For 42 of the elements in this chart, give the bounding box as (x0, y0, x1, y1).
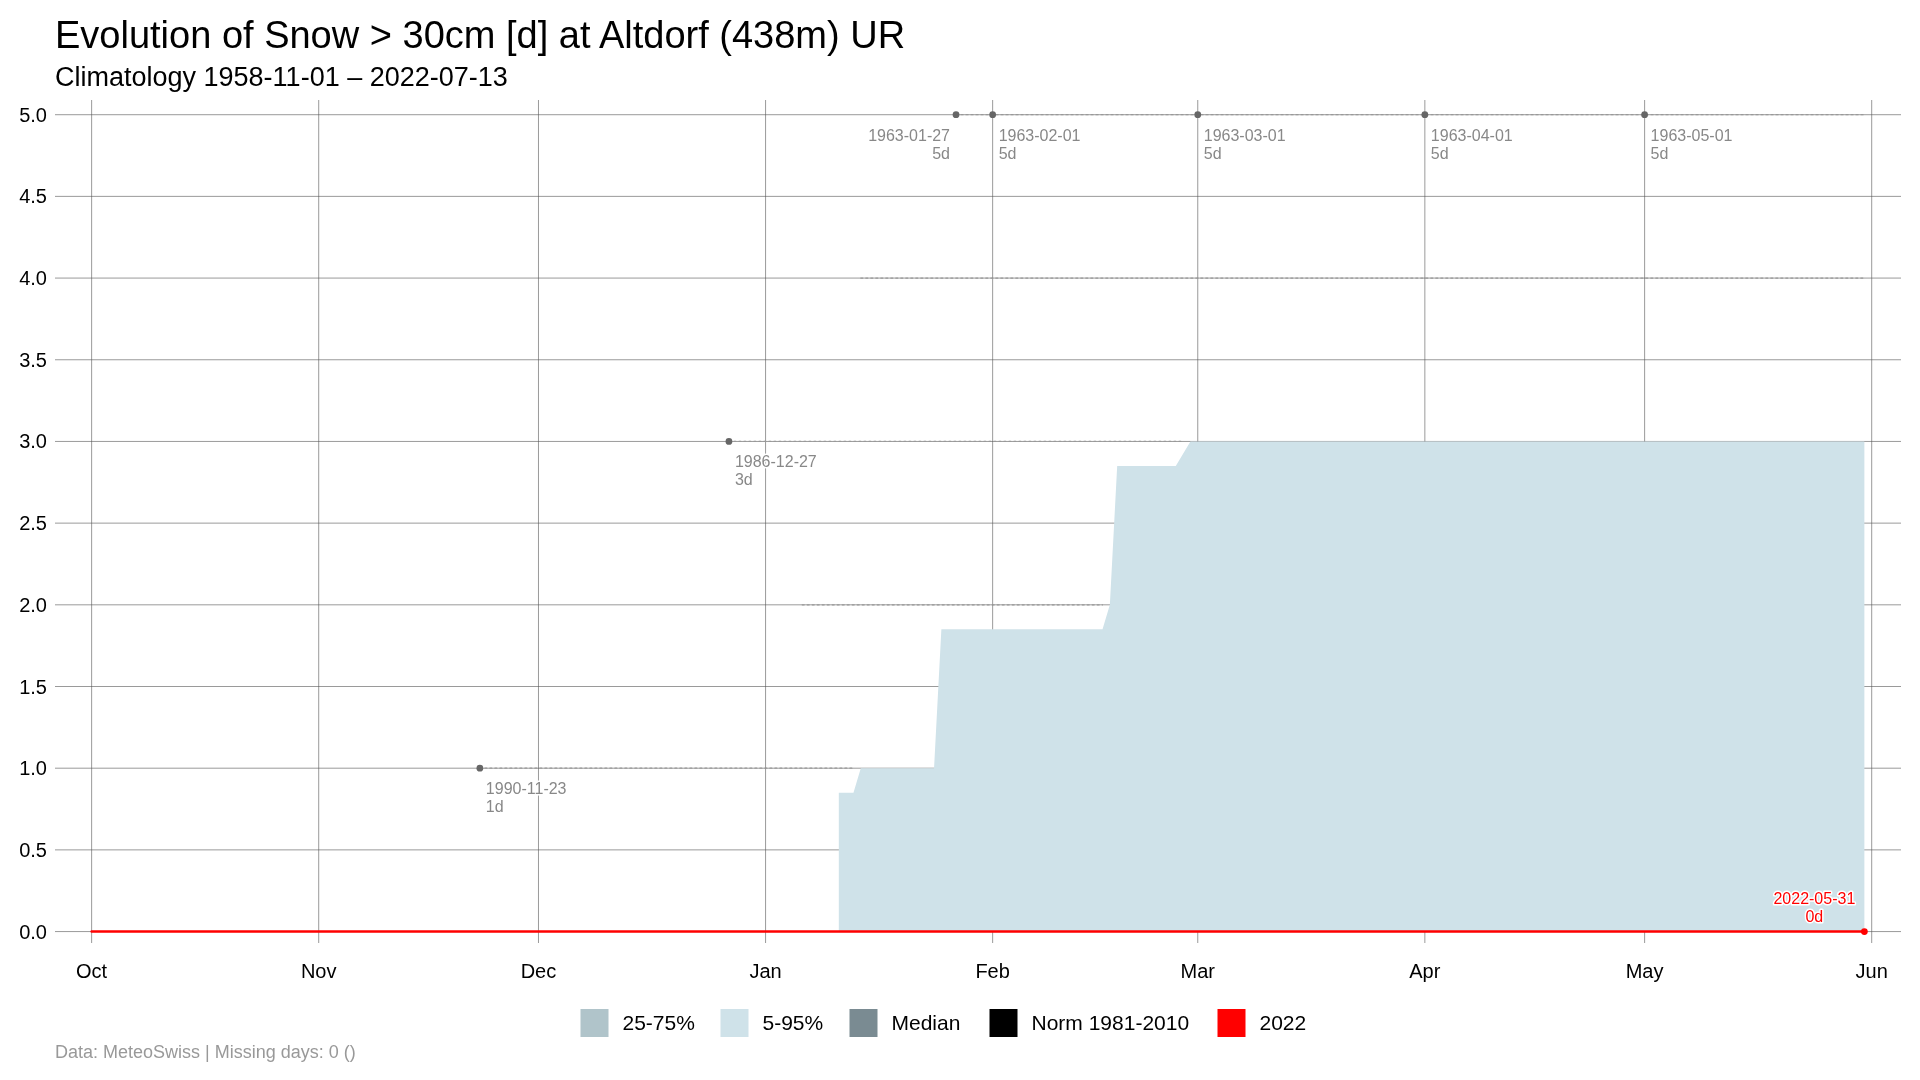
point (725, 438, 733, 445)
point (1421, 111, 1429, 119)
x-tick-label: Jun (1855, 960, 1888, 982)
annotation: 1963-04-01 5d (1430, 126, 1513, 162)
y-tick-label: 2.5 (19, 512, 47, 535)
annotation: 2022-05-31 0d (1773, 889, 1856, 925)
point (1641, 111, 1648, 119)
y-tick-label: 1.0 (19, 757, 47, 780)
legend-label: Norm 1981-2010 (1031, 1011, 1190, 1035)
y-tick-label: 3.5 (19, 348, 47, 371)
annotation: 1963-05-01 5d (1650, 126, 1733, 162)
x-tick-label: Mar (1180, 960, 1216, 982)
y-tick-label: 5.0 (19, 103, 47, 126)
annotation: 1963-02-01 5d (998, 126, 1081, 162)
point (989, 111, 997, 119)
point (476, 764, 484, 772)
y-tick-label: 4.5 (19, 185, 47, 208)
point (1194, 111, 1202, 119)
text: Data: MeteoSwiss | Missing days: 0 () (55, 1042, 356, 1062)
legend-label: Median (891, 1011, 961, 1035)
x-tick-label: Feb (975, 960, 1010, 982)
point (1860, 928, 1868, 935)
x-tick-label: Dec (520, 960, 557, 982)
y-tick-label: 4.0 (19, 267, 47, 290)
annotation: 1963-03-01 5d (1203, 126, 1286, 162)
y-tick-label: 0.5 (19, 838, 47, 861)
x-tick-label: Apr (1409, 960, 1441, 982)
legend-label: 25-75% (622, 1011, 695, 1035)
y-tick-label: 3.0 (19, 430, 47, 453)
x-tick-label: May (1625, 960, 1664, 982)
y-tick-label: 1.5 (19, 675, 47, 698)
legend-label: 2022 (1259, 1011, 1307, 1035)
y-tick-label: 2.0 (19, 593, 47, 616)
chart-title: Evolution of Snow > 30cm [d] at Altdorf (438m) UR (55, 14, 906, 56)
chart-subtitle: Climatology 1958-11-01 – 2022-07-13 (55, 62, 508, 92)
x-tick-label: Oct (76, 960, 108, 982)
annotation: 1963-01-27 5d (868, 126, 951, 162)
point (952, 111, 960, 119)
y-tick-label: 0.0 (19, 920, 47, 943)
legend-label: 5-95% (762, 1011, 824, 1035)
x-tick-label: Jan (749, 960, 782, 982)
x-tick-label: Nov (300, 960, 337, 982)
